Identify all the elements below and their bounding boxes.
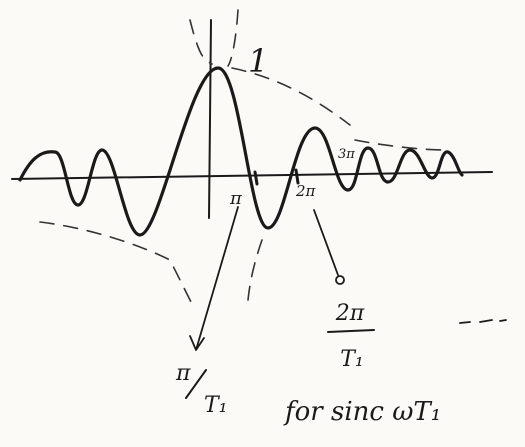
- peak-label: 1: [248, 42, 268, 80]
- fraction-numerator: 2π: [335, 301, 365, 326]
- sketch: 1 3π π 2π 2π T₁ π T₁ for sinc ωT₁: [0, 0, 525, 447]
- fraction-numerator: π: [175, 361, 191, 386]
- pi-label: π: [229, 188, 243, 209]
- three-pi-label: 3π: [338, 147, 355, 162]
- caption: for sinc ωT₁: [283, 397, 441, 427]
- two-pi-label: 2π: [295, 182, 317, 200]
- fraction-denominator: T₁: [204, 393, 228, 418]
- zero-mark: [255, 172, 257, 184]
- fraction-denominator: T₁: [340, 347, 364, 372]
